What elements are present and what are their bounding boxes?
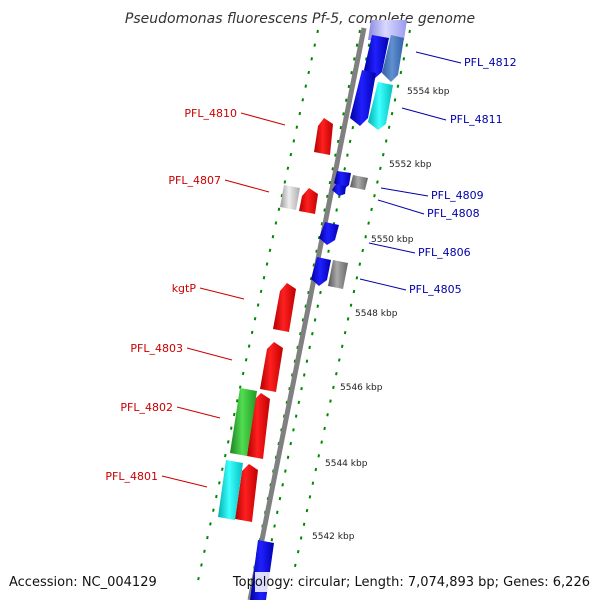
gene-label-pfl-4808[interactable]: PFL_4808 <box>427 207 480 220</box>
leader-pfl-4811 <box>401 107 447 121</box>
gene-features-right <box>250 20 407 600</box>
scale-label: 5548 kbp <box>355 309 398 319</box>
gene-pfl-4802 <box>230 388 257 456</box>
gene-pfl-4812 <box>382 35 404 82</box>
scale-label: 5544 kbp <box>325 459 368 469</box>
gene-pfl-4803 <box>260 342 283 392</box>
gene-pfl-4810 <box>314 118 333 155</box>
leader-pfl-4801 <box>161 475 208 488</box>
guide-outer-left <box>195 29 319 591</box>
gene-labels-left: PFL_4810 PFL_4807 kgtP PFL_4803 PFL_4802… <box>105 107 237 483</box>
gene-label-pfl-4812[interactable]: PFL_4812 <box>464 56 517 69</box>
gene-label-pfl-4801[interactable]: PFL_4801 <box>105 470 158 483</box>
leader-pfl-4808 <box>377 199 425 215</box>
gene-label-pfl-4807[interactable]: PFL_4807 <box>168 174 221 187</box>
gene-label-pfl-4811[interactable]: PFL_4811 <box>450 113 503 126</box>
scale-label: 5550 kbp <box>371 235 414 245</box>
gene-label-pfl-4803[interactable]: PFL_4803 <box>130 342 183 355</box>
leader-pfl-4812 <box>415 51 462 64</box>
leader-pfl-4805 <box>359 278 407 291</box>
gene-label-pfl-4806[interactable]: PFL_4806 <box>418 246 471 259</box>
gene-top-shade <box>368 20 407 40</box>
gene-labels-right: PFL_4812 PFL_4811 PFL_4809 PFL_4808 PFL_… <box>409 56 517 296</box>
gene-label-pfl-4810[interactable]: PFL_4810 <box>184 107 237 120</box>
leader-pfl-4802 <box>176 406 221 419</box>
gene-label-pfl-4802[interactable]: PFL_4802 <box>120 401 173 414</box>
gene-pfl-4811-blue <box>350 70 376 126</box>
gene-pfl-4801-red <box>235 464 258 522</box>
gene-pfl-4808-blue <box>332 184 346 196</box>
gene-pfl-4806 <box>319 222 339 245</box>
scale-label: 5554 kbp <box>407 87 450 97</box>
gene-pfl-4801 <box>218 460 243 520</box>
leader-pfl-4806 <box>368 242 416 254</box>
guide-tracks <box>195 29 411 591</box>
gene-pfl-4807-b <box>299 188 318 214</box>
gene-pfl-4811 <box>368 82 393 130</box>
scale-label: 5552 kbp <box>389 160 432 170</box>
leader-pfl-4807 <box>224 179 270 193</box>
scale-label: 5546 kbp <box>340 383 383 393</box>
leader-pfl-4803 <box>186 347 233 361</box>
gene-pfl-4812-blue-a <box>364 35 389 79</box>
gene-pfl-4807-a <box>280 185 300 210</box>
guide-outer-right <box>289 29 411 591</box>
gene-label-pfl-4809[interactable]: PFL_4809 <box>431 189 484 202</box>
scale-label: 5542 kbp <box>312 532 355 542</box>
leader-pfl-4809 <box>380 187 429 197</box>
accession-text: Accession: NC_004129 <box>9 575 157 590</box>
genome-title: Pseudomonas fluorescens Pf-5, complete g… <box>125 11 475 27</box>
leader-pfl-4810 <box>240 112 286 126</box>
gene-features-left <box>218 118 333 522</box>
label-leaders <box>161 51 462 488</box>
gene-kgtp <box>273 283 296 332</box>
gene-pfl-4805 <box>328 260 348 289</box>
topology-text: Topology: circular; Length: 7,074,893 bp… <box>232 575 590 590</box>
leader-kgtp <box>199 287 245 300</box>
gene-label-kgtp[interactable]: kgtP <box>172 282 197 295</box>
scale-labels: 5554 kbp 5552 kbp 5550 kbp 5548 kbp 5546… <box>312 87 450 542</box>
footer-backdrop <box>255 572 595 592</box>
gene-label-pfl-4805[interactable]: PFL_4805 <box>409 283 462 296</box>
gene-pfl-4808 <box>350 175 368 190</box>
genome-backbone <box>247 27 367 600</box>
gene-pfl-4802-red <box>247 393 270 459</box>
gene-pfl-4805-blue <box>311 257 331 286</box>
